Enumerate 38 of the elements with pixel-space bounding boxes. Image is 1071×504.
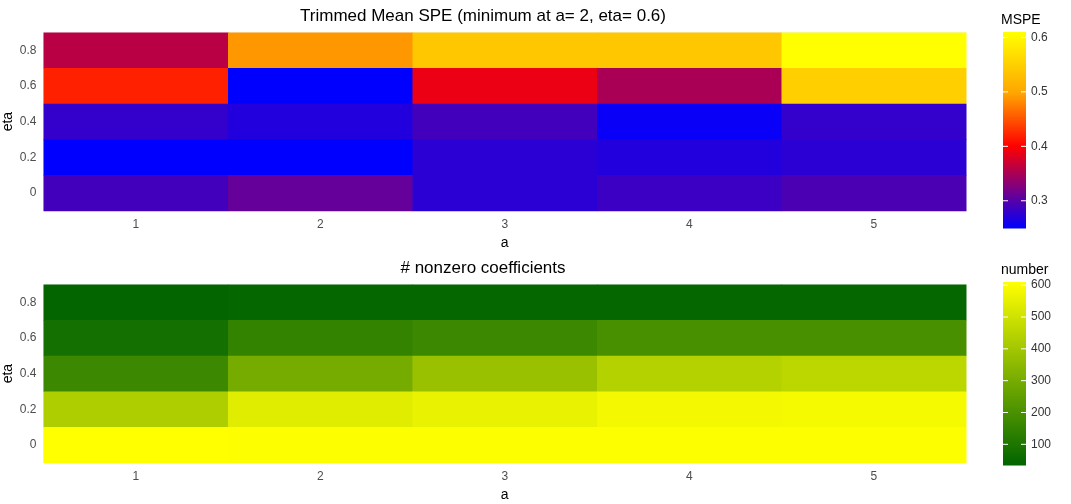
y-tick-label: 0.4: [19, 365, 37, 380]
x-tick-label: 2: [316, 469, 324, 484]
y-tick-label: 0.6: [19, 330, 37, 345]
color-bar-label: 600: [1031, 277, 1052, 292]
y-tick-label: 0: [29, 185, 37, 200]
color-bar-title: MSPE: [1001, 11, 1041, 27]
y-tick-label: 0.8: [19, 294, 37, 309]
color-bar-label: 400: [1031, 341, 1052, 356]
color-bar-label: 200: [1031, 404, 1052, 419]
color-bar-title: number: [1001, 261, 1049, 277]
x-tick-label: 5: [870, 469, 878, 484]
color-bar-label: 0.4: [1031, 138, 1049, 153]
x-tick-label: 4: [685, 217, 693, 232]
x-tick-label: 3: [501, 469, 509, 484]
color-bar-label: 0.6: [1031, 29, 1049, 44]
color-bar-label: 0.5: [1031, 84, 1049, 99]
y-tick-label: 0.8: [19, 42, 37, 57]
x-tick-label: 1: [132, 469, 140, 484]
x-axis-title: a: [500, 234, 509, 251]
x-tick-label: 3: [501, 217, 509, 232]
y-tick-label: 0.2: [19, 401, 37, 416]
y-axis-title: eta: [0, 111, 16, 132]
y-axis-title: eta: [0, 363, 16, 384]
x-tick-label: 2: [316, 217, 324, 232]
y-tick-label: 0.2: [19, 149, 37, 164]
chart-title: # nonzero coefficients: [400, 257, 566, 277]
x-axis-title: a: [500, 486, 509, 503]
x-tick-label: 5: [870, 217, 878, 232]
color-bar-label: 500: [1031, 309, 1052, 324]
y-tick-label: 0.4: [19, 113, 37, 128]
x-tick-label: 1: [132, 217, 140, 232]
color-bar-label: 100: [1031, 436, 1052, 451]
color-bar-label: 0.3: [1031, 193, 1049, 208]
y-tick-label: 0.6: [19, 78, 37, 93]
x-tick-label: 4: [685, 469, 693, 484]
color-bar-label: 300: [1031, 372, 1052, 387]
chart-title: Trimmed Mean SPE (minimum at a= 2, eta= 0.6): [300, 5, 666, 25]
y-tick-label: 0: [29, 437, 37, 452]
